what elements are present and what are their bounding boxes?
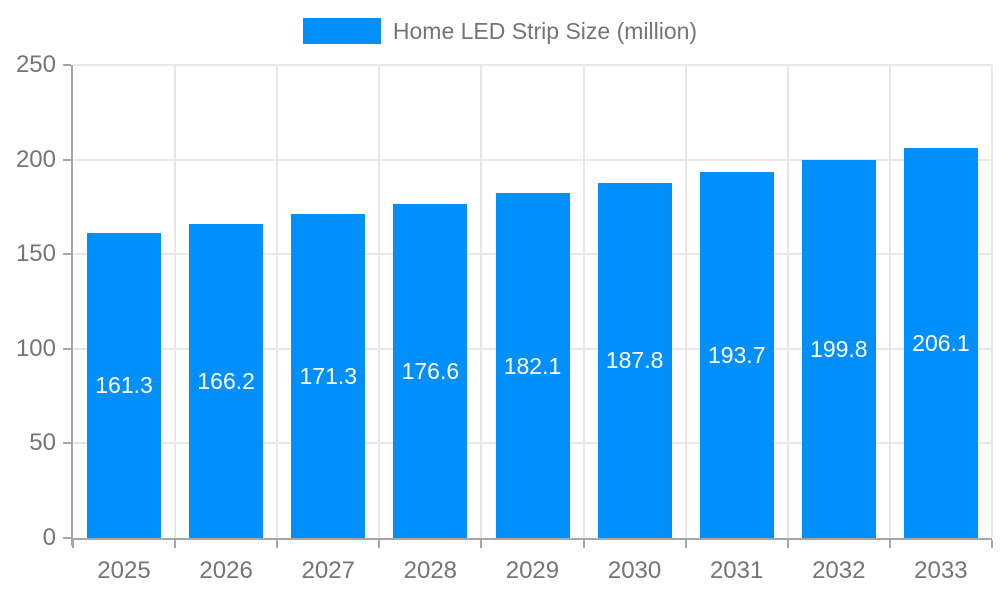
gridline-vertical [174,65,177,538]
x-axis-label: 2030 [607,557,662,584]
bar-2028[interactable]: 176.6 [393,203,468,538]
y-axis-label: 250 [15,51,56,78]
bar-value-label: 187.8 [605,347,664,374]
legend-swatch-icon [302,18,381,44]
gridline-vertical [888,65,891,538]
y-axis-tick [63,537,71,539]
y-axis-label: 50 [29,429,56,457]
legend-item[interactable]: Home LED Strip Size (million) [0,17,1000,45]
bar-value-label: 171.3 [299,362,358,389]
gridline-horizontal [73,64,992,66]
x-axis-label: 2028 [403,557,458,584]
bar-2025[interactable]: 161.3 [87,232,162,538]
y-axis-label: 100 [15,334,56,362]
bar-value-label: 182.1 [503,352,562,379]
x-axis-label: 2029 [505,557,560,584]
bar-value-label: 161.3 [95,372,153,399]
x-axis-tick [991,540,993,548]
y-axis-tick [63,64,71,66]
x-axis-tick [684,540,687,548]
gridline-vertical [684,65,687,538]
bar-2026[interactable]: 166.2 [189,223,264,538]
x-axis-label: 2025 [97,557,151,584]
x-axis-tick [378,540,381,548]
plot-area: 0 50 100 150 200 250 161.3 2025 166.2 2026 171.3 20… [16,53,993,584]
gridline-vertical [582,65,585,538]
gridline-vertical [786,65,789,538]
x-axis-label: 2027 [301,557,355,584]
y-axis-tick [63,158,71,161]
x-axis-tick [480,540,483,548]
x-axis-tick [276,540,279,548]
y-axis-tick [63,442,71,445]
bar-value-label: 199.8 [810,336,868,362]
bar-value-label: 176.6 [401,357,460,384]
x-axis-tick [582,540,585,548]
bar-2031[interactable]: 193.7 [699,171,774,538]
bar-2032[interactable]: 199.8 [801,159,876,538]
gridline-vertical [991,65,993,538]
x-axis-label: 2031 [709,557,764,584]
bar-value-label: 206.1 [912,330,970,357]
x-axis-tick [888,540,891,548]
gridline-horizontal [73,158,992,161]
y-axis-tick [63,253,71,256]
y-axis-label: 150 [15,240,56,268]
bar-2033[interactable]: 206.1 [903,148,978,538]
x-axis-tick [786,540,789,548]
y-axis-line [71,65,73,546]
bar-value-label: 193.7 [707,341,766,368]
x-axis-label: 2033 [914,557,968,584]
x-axis-label: 2032 [812,557,866,584]
y-axis-label: 200 [15,145,56,173]
gridline-vertical [378,65,381,538]
bar-value-label: 166.2 [197,367,255,394]
bar-2029[interactable]: 182.1 [495,193,570,538]
gridline-vertical [276,65,279,538]
y-axis-tick [63,347,71,350]
x-axis-line [71,538,992,540]
gridline-vertical [480,65,483,538]
x-axis-tick [72,540,74,548]
bar-2027[interactable]: 171.3 [291,213,366,538]
bar-2030[interactable]: 187.8 [597,182,672,538]
x-axis-tick [174,540,177,548]
x-axis-label: 2026 [199,557,253,584]
legend-label: Home LED Strip Size (million) [392,18,698,44]
y-axis-label: 0 [42,524,56,551]
